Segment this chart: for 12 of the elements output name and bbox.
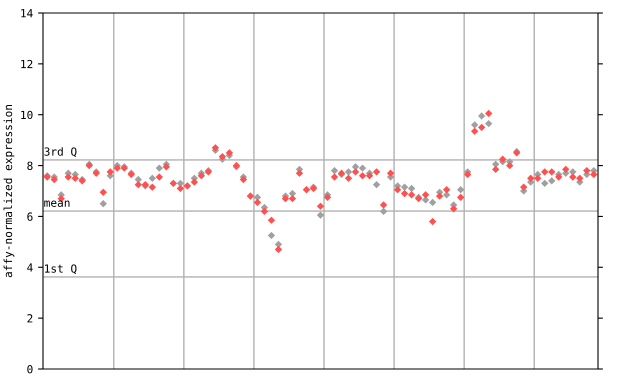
y-tick-label: 2 <box>27 314 32 322</box>
y-axis-title: affy-normalized expression <box>4 105 14 278</box>
y-tick-label: 8 <box>27 162 33 170</box>
y-tick-label: 0 <box>27 365 33 374</box>
ref-line-label: mean <box>44 200 70 207</box>
y-tick-label: 12 <box>21 60 32 68</box>
y-tick-label: 6 <box>27 212 33 221</box>
ref-line-label: 1st Q <box>45 264 77 274</box>
y-tick-label: 4 <box>27 263 33 272</box>
ref-line-label: 3rd Q <box>44 147 77 158</box>
y-tick-label: 10 <box>21 110 33 120</box>
y-tick-label: 14 <box>21 9 33 18</box>
